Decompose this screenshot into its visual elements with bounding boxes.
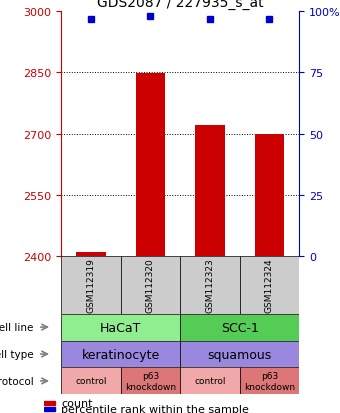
Title: GDS2087 / 227935_s_at: GDS2087 / 227935_s_at bbox=[97, 0, 264, 10]
Text: cell type: cell type bbox=[0, 349, 34, 359]
Text: GSM112324: GSM112324 bbox=[265, 258, 274, 312]
Text: count: count bbox=[61, 398, 92, 408]
Text: squamous: squamous bbox=[208, 348, 272, 361]
FancyBboxPatch shape bbox=[61, 368, 121, 394]
Text: HaCaT: HaCaT bbox=[100, 321, 141, 334]
Bar bbox=[136, 74, 165, 256]
Bar bbox=[76, 252, 106, 256]
Text: control: control bbox=[75, 377, 107, 385]
Text: protocol: protocol bbox=[0, 376, 34, 386]
Text: percentile rank within the sample: percentile rank within the sample bbox=[61, 404, 249, 413]
FancyBboxPatch shape bbox=[180, 368, 240, 394]
FancyBboxPatch shape bbox=[180, 256, 240, 314]
FancyBboxPatch shape bbox=[240, 256, 299, 314]
FancyBboxPatch shape bbox=[61, 341, 180, 368]
Bar bbox=[44, 401, 55, 405]
Text: p63
knockdown: p63 knockdown bbox=[125, 371, 176, 391]
Text: cell line: cell line bbox=[0, 322, 34, 332]
Bar bbox=[255, 134, 284, 256]
FancyBboxPatch shape bbox=[240, 368, 299, 394]
Text: GSM112323: GSM112323 bbox=[205, 258, 215, 312]
Text: GSM112319: GSM112319 bbox=[86, 258, 96, 312]
FancyBboxPatch shape bbox=[121, 256, 180, 314]
FancyBboxPatch shape bbox=[180, 314, 299, 341]
Bar bbox=[195, 126, 225, 256]
Text: control: control bbox=[194, 377, 226, 385]
FancyBboxPatch shape bbox=[61, 256, 121, 314]
Bar bbox=[44, 407, 55, 411]
Text: SCC-1: SCC-1 bbox=[221, 321, 259, 334]
FancyBboxPatch shape bbox=[121, 368, 180, 394]
Text: keratinocyte: keratinocyte bbox=[82, 348, 160, 361]
FancyBboxPatch shape bbox=[180, 341, 299, 368]
Text: p63
knockdown: p63 knockdown bbox=[244, 371, 295, 391]
FancyBboxPatch shape bbox=[61, 314, 180, 341]
Text: GSM112320: GSM112320 bbox=[146, 258, 155, 312]
